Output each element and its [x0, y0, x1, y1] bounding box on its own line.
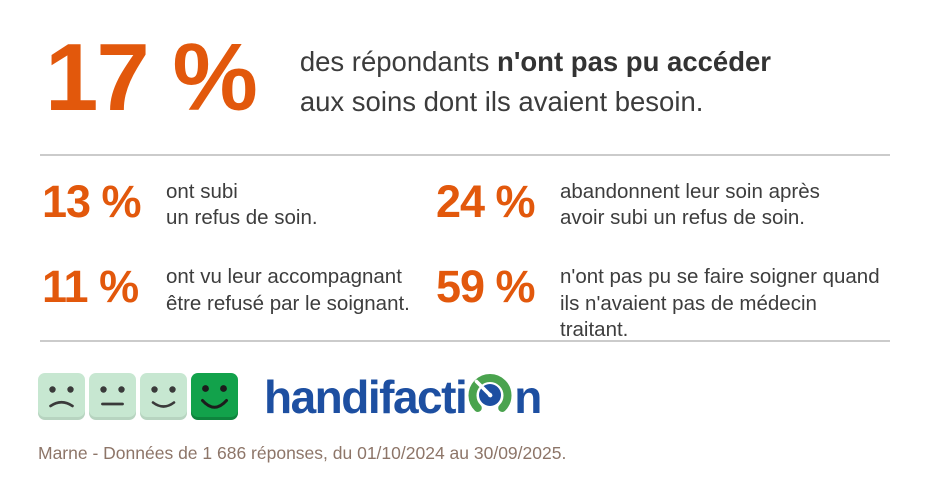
divider-top: [40, 154, 890, 156]
hero-headline: des répondants n'ont pas pu accéder aux …: [300, 42, 771, 122]
neutral-face-icon: [89, 373, 136, 420]
stat-description-line1: n'ont pas pu se faire soigner quand: [560, 265, 880, 289]
stat-accompagnant-refuse: 11 % ont vu leur accompagnant être refus…: [42, 261, 436, 343]
stat-value: 59 %: [436, 261, 536, 313]
gauge-icon: [467, 372, 513, 425]
stat-description-line2: ils n'avaient pas de médecin traitant.: [560, 291, 817, 341]
stat-description-line2: avoir subi un refus de soin.: [560, 206, 805, 230]
sad-face-icon: [38, 373, 85, 420]
big-smile-face-icon: [191, 373, 238, 420]
hero-section: 17 % des répondants n'ont pas pu accéder…: [45, 30, 771, 126]
stat-value: 13 %: [42, 176, 142, 227]
hero-headline-line1: des répondants n'ont pas pu accéder: [300, 42, 771, 82]
brand-text-pre: handifacti: [264, 370, 468, 423]
source-footnote: Marne - Données de 1 686 réponses, du 01…: [38, 443, 567, 463]
stats-grid: 13 % ont subi un refus de soin. 24 % aba…: [42, 176, 890, 343]
brand-text-post: n: [514, 370, 542, 423]
stat-description-line1: abandonnent leur soin après: [560, 180, 820, 203]
stat-description-line2: un refus de soin.: [166, 206, 318, 230]
stat-description-line1: ont vu leur accompagnant: [166, 265, 402, 289]
stat-description: n'ont pas pu se faire soigner quand ils …: [560, 261, 890, 343]
smile-face-icon: [140, 373, 187, 420]
stat-description-line1: ont subi: [166, 180, 238, 203]
hero-headline-bold: n'ont pas pu accéder: [497, 46, 772, 77]
stat-description: abandonnent leur soin après avoir subi u…: [560, 176, 820, 231]
stat-sans-medecin-traitant: 59 % n'ont pas pu se faire soigner quand…: [436, 261, 890, 343]
stat-description-line2: être refusé par le soignant.: [166, 291, 410, 315]
hero-value: 17 %: [45, 24, 258, 131]
stat-value: 11 %: [42, 261, 139, 313]
stat-description: ont vu leur accompagnant être refusé par…: [166, 261, 410, 316]
stat-refus-de-soin: 13 % ont subi un refus de soin.: [42, 176, 436, 231]
stat-value: 24 %: [436, 176, 536, 227]
brand-wordmark: handifacti n: [264, 370, 542, 425]
smiley-tiles: [38, 373, 238, 420]
stat-abandon-soin: 24 % abandonnent leur soin après avoir s…: [436, 176, 890, 231]
stat-description: ont subi un refus de soin.: [166, 176, 318, 231]
handifaction-logo: handifacti n: [38, 370, 542, 425]
hero-headline-normal: des répondants: [299, 46, 498, 77]
divider-bottom: [40, 340, 890, 342]
hero-headline-line2: aux soins dont ils avaient besoin.: [299, 85, 704, 117]
